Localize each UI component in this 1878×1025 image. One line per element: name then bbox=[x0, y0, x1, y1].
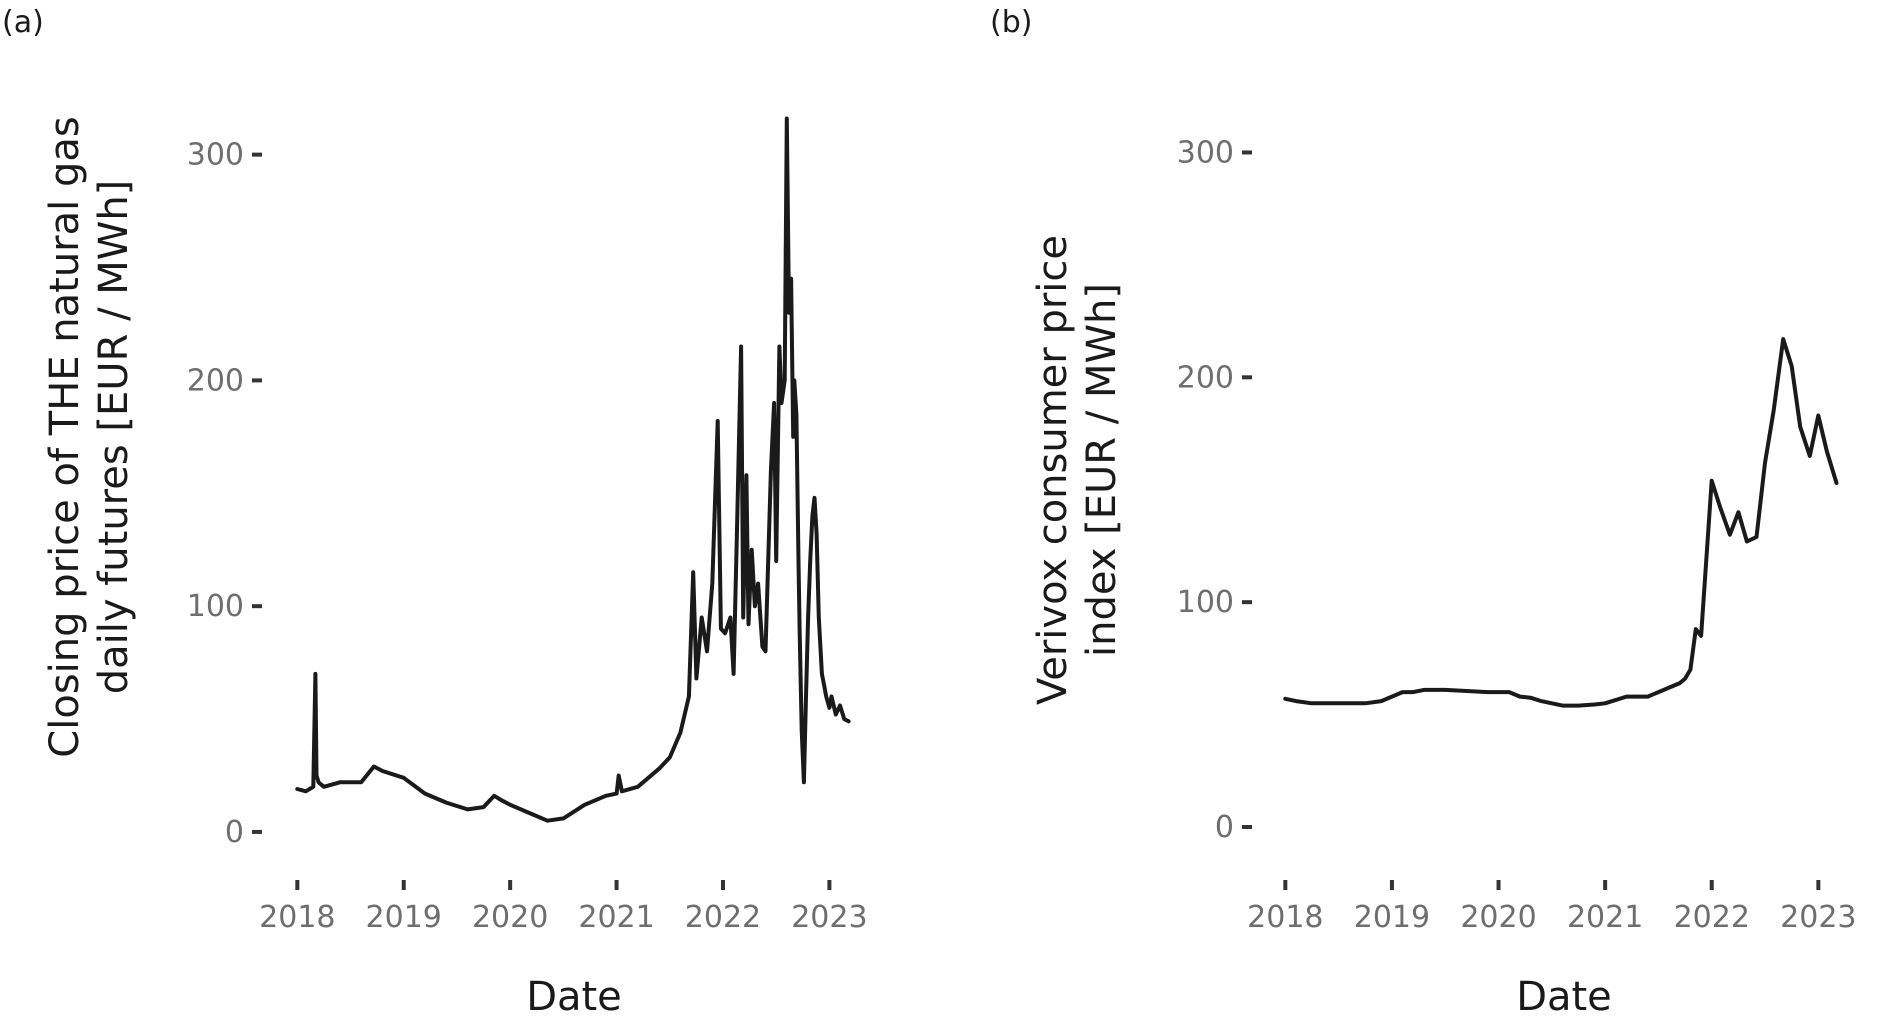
y-tick-label-b-1: 100 bbox=[1177, 585, 1234, 620]
x-axis-title-a: Date bbox=[526, 974, 622, 1020]
y-axis-title-b-line1: Verivox consumer price bbox=[1030, 235, 1076, 705]
x-tick-label-a-2: 2020 bbox=[472, 900, 548, 935]
panel-label-a: (a) bbox=[2, 5, 44, 40]
y-axis-title-b-line2: index [EUR / MWh] bbox=[1079, 283, 1125, 657]
x-tick-label-b-0: 2018 bbox=[1247, 900, 1323, 935]
y-axis-a: 0 100 200 300 bbox=[187, 138, 262, 850]
x-axis-b: 2018 2019 2020 2021 2022 2023 bbox=[1247, 880, 1857, 935]
x-tick-label-a-1: 2019 bbox=[366, 900, 442, 935]
x-tick-label-b-4: 2022 bbox=[1674, 900, 1750, 935]
panel-b: (b) Verivox consumer price index [EUR / … bbox=[990, 5, 1857, 1020]
y-tick-label-a-3: 300 bbox=[187, 138, 244, 173]
series-line-a-0 bbox=[295, 116, 851, 823]
y-tick-label-b-0: 0 bbox=[1215, 810, 1234, 845]
x-tick-label-a-4: 2022 bbox=[685, 900, 761, 935]
x-axis-a: 2018 2019 2020 2021 2022 2023 bbox=[259, 880, 868, 935]
x-tick-label-b-2: 2020 bbox=[1460, 900, 1536, 935]
x-tick-label-a-5: 2023 bbox=[791, 900, 867, 935]
plot-area-b bbox=[1283, 337, 1839, 708]
y-tick-label-b-3: 300 bbox=[1177, 135, 1234, 170]
y-tick-label-a-2: 200 bbox=[187, 363, 244, 398]
x-tick-label-b-3: 2021 bbox=[1567, 900, 1643, 935]
x-tick-label-a-0: 2018 bbox=[259, 900, 335, 935]
x-tick-label-b-1: 2019 bbox=[1354, 900, 1430, 935]
y-axis-title-a-line2: daily futures [EUR / MWh] bbox=[91, 180, 137, 695]
panel-a: (a) Closing price of THE natural gas dai… bbox=[2, 5, 868, 1020]
x-tick-label-a-3: 2021 bbox=[578, 900, 654, 935]
series-line-b-0 bbox=[1283, 337, 1839, 708]
plot-area-a bbox=[295, 116, 851, 823]
y-tick-label-a-1: 100 bbox=[187, 589, 244, 624]
y-axis-b: 0 100 200 300 bbox=[1177, 135, 1252, 845]
x-tick-label-b-5: 2023 bbox=[1780, 900, 1856, 935]
y-axis-title-a-line1: Closing price of THE natural gas bbox=[42, 116, 88, 757]
panel-label-b: (b) bbox=[990, 5, 1032, 40]
y-tick-label-b-2: 200 bbox=[1177, 360, 1234, 395]
y-tick-label-a-0: 0 bbox=[225, 815, 244, 850]
x-axis-title-b: Date bbox=[1516, 974, 1612, 1020]
